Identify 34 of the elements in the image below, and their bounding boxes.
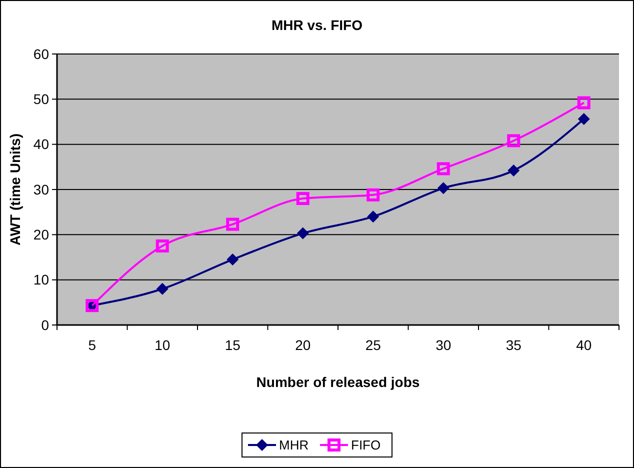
point (226, 254, 239, 266)
x-tick-label: 10 (154, 337, 170, 353)
y-tick-label: 30 (33, 181, 50, 198)
y-axis-title: AWT (time Units) (7, 134, 23, 246)
point (156, 282, 168, 295)
legend-label: MHR (279, 438, 309, 453)
point (296, 227, 309, 240)
point (577, 96, 590, 110)
x-tick-label: 20 (295, 337, 311, 353)
point (508, 164, 520, 177)
x-axis-title: Number of released jobs (256, 374, 420, 390)
point (367, 210, 380, 223)
y-tick-label: 40 (33, 136, 50, 152)
y-tick-label: 50 (33, 91, 50, 108)
y-tick-label: 20 (33, 226, 50, 243)
legend-label: FIFO (351, 438, 381, 453)
point (578, 113, 590, 126)
y-tick-label: 0 (41, 316, 50, 333)
point (296, 192, 310, 206)
y-tick-label: 10 (33, 272, 50, 288)
point (436, 162, 450, 176)
point (226, 218, 240, 231)
point (437, 182, 450, 194)
point (156, 239, 169, 252)
x-tick-label: 40 (576, 337, 592, 353)
point (366, 188, 380, 202)
x-tick-label: 25 (365, 337, 382, 353)
x-tick-label: 35 (506, 337, 522, 353)
y-tick-label: 60 (33, 46, 50, 62)
point (507, 134, 520, 148)
x-tick-label: 5 (88, 337, 96, 353)
x-tick-label: 15 (224, 337, 241, 353)
chart-title: MHR vs. FIFO (271, 17, 363, 33)
x-tick-label: 30 (436, 337, 452, 353)
